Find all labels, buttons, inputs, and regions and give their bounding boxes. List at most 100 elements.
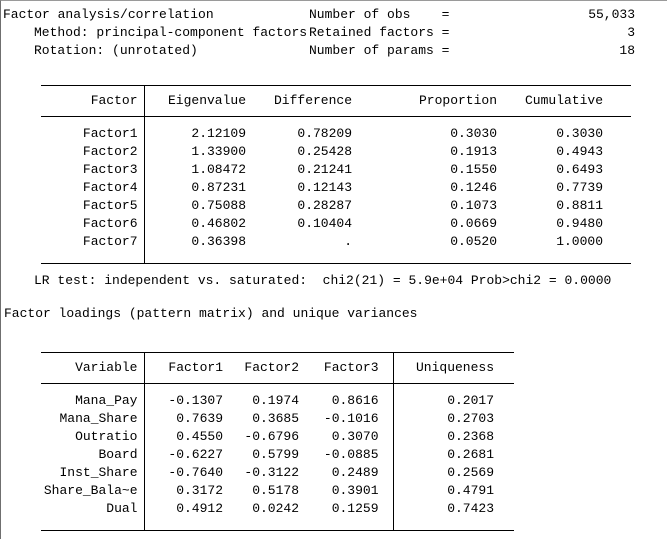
analysis-title: Factor analysis/correlation <box>3 7 214 22</box>
table-cell: 0.1246 <box>450 180 497 195</box>
table-cell: 0.28287 <box>297 198 352 213</box>
eigenvalue-table: Factor Eigenvalue Difference Proportion … <box>41 85 631 264</box>
table-cell: 0.75088 <box>191 198 246 213</box>
table-cell: -0.0885 <box>305 446 394 464</box>
stat-obs-label: Number of obs = <box>309 7 450 22</box>
table-cell: 0.2569 <box>447 465 494 480</box>
table-cell: 0.9480 <box>556 216 603 231</box>
table-row: Factor1 2.12109 0.78209 0.3030 0.3030 <box>41 116 631 143</box>
table-cell: 0.0242 <box>252 501 299 516</box>
column-header-cumulative: Cumulative <box>499 85 631 117</box>
column-header-factor1: Factor1 <box>144 352 229 384</box>
table-cell: Mana_Pay <box>41 383 145 410</box>
table-cell: Board <box>41 446 145 464</box>
table-cell: Dual <box>41 500 145 531</box>
table-cell: 1.08472 <box>191 162 246 177</box>
table-row: Factor2 1.33900 0.25428 0.1913 0.4943 <box>41 143 631 161</box>
table-cell: Factor7 <box>41 233 145 264</box>
table-cell: 0.3172 <box>176 483 223 498</box>
table-cell: Factor1 <box>41 116 145 143</box>
table-cell: Factor6 <box>41 215 145 233</box>
table-cell: Factor3 <box>41 161 145 179</box>
table-cell: 0.7739 <box>556 180 603 195</box>
table-cell: 0.12143 <box>297 180 352 195</box>
stat-params-value: 18 <box>619 43 635 58</box>
eigenvalue-table-body: Factor1 2.12109 0.78209 0.3030 0.3030 Factor2… <box>41 116 631 264</box>
eigenvalue-table-header-row: Factor Eigenvalue Difference Proportion … <box>41 85 631 117</box>
table-cell: . <box>344 234 352 249</box>
stat-retained: Retained factors = 3 <box>309 24 635 42</box>
table-cell: 0.7423 <box>447 501 494 516</box>
table-cell: 0.78209 <box>297 126 352 141</box>
table-cell: 0.3070 <box>305 428 394 446</box>
table-cell: 0.36398 <box>191 234 246 249</box>
table-row: Factor7 0.36398. 0.0520 1.0000 <box>41 233 631 264</box>
column-header-factor2: Factor2 <box>229 352 305 384</box>
header-row: Rotation: (unrotated) Number of params =… <box>3 42 667 60</box>
table-cell: 0.0669 <box>450 216 497 231</box>
loadings-title: Factor loadings (pattern matrix) and uni… <box>4 306 418 321</box>
header-block: Factor analysis/correlation Number of ob… <box>3 6 667 60</box>
table-cell: Factor4 <box>41 179 145 197</box>
table-cell: 0.10404 <box>297 216 352 231</box>
table-cell: Factor2 <box>41 143 145 161</box>
table-cell: 0.7639 <box>176 411 223 426</box>
table-row: Share_Bala~e 0.3172 0.5178 0.3901 0.4791 <box>41 482 514 500</box>
table-row: Factor5 0.75088 0.28287 0.1073 0.8811 <box>41 197 631 215</box>
table-cell: -0.1016 <box>305 410 394 428</box>
column-header-variable: Variable <box>41 352 145 384</box>
factor-loadings-table: Variable Factor1 Factor2 Factor3 Uniquen… <box>41 352 514 531</box>
table-cell: 0.3685 <box>252 411 299 426</box>
table-row: Inst_Share -0.7640 -0.3122 0.2489 0.2569 <box>41 464 514 482</box>
table-row: Board -0.6227 0.5799 -0.0885 0.2681 <box>41 446 514 464</box>
table-cell: -0.6227 <box>168 447 223 462</box>
table-cell: 1.33900 <box>191 144 246 159</box>
table-cell: 0.46802 <box>191 216 246 231</box>
table-cell: 0.1974 <box>252 393 299 408</box>
column-header-factor3: Factor3 <box>305 352 394 384</box>
table-cell: -0.1307 <box>168 393 223 408</box>
table-cell: 0.5178 <box>252 483 299 498</box>
table-cell: 0.3901 <box>305 482 394 500</box>
table-cell: 0.2703 <box>447 411 494 426</box>
table-cell: 0.87231 <box>191 180 246 195</box>
table-cell: 1.0000 <box>556 234 603 249</box>
table-cell: Inst_Share <box>41 464 145 482</box>
table-row: Factor6 0.46802 0.10404 0.0669 0.9480 <box>41 215 631 233</box>
column-header-proportion: Proportion <box>354 85 499 117</box>
table-cell: -0.3122 <box>244 465 299 480</box>
column-header-difference: Difference <box>248 85 354 117</box>
table-cell: -0.6796 <box>244 429 299 444</box>
table-row: Outratio 0.4550 -0.6796 0.3070 0.2368 <box>41 428 514 446</box>
column-header-eigenvalue: Eigenvalue <box>144 85 248 117</box>
table-row: Mana_Pay -0.1307 0.1974 0.8616 0.2017 <box>41 383 514 410</box>
stat-params-label: Number of params = <box>309 43 450 58</box>
table-cell: Share_Bala~e <box>41 482 145 500</box>
table-cell: 0.8811 <box>556 198 603 213</box>
table-cell: 0.2017 <box>447 393 494 408</box>
table-row: Mana_Share 0.7639 0.3685 -0.1016 0.2703 <box>41 410 514 428</box>
header-row: Method: principal-component factors Reta… <box>3 24 667 42</box>
table-cell: 0.25428 <box>297 144 352 159</box>
table-cell: 0.8616 <box>305 383 394 410</box>
table-cell: Factor5 <box>41 197 145 215</box>
table-cell: 0.4550 <box>176 429 223 444</box>
loadings-table-header-row: Variable Factor1 Factor2 Factor3 Uniquen… <box>41 352 514 384</box>
table-cell: -0.7640 <box>168 465 223 480</box>
table-cell: 0.4791 <box>447 483 494 498</box>
table-cell: 0.21241 <box>297 162 352 177</box>
table-row: Dual 0.4912 0.0242 0.1259 0.7423 <box>41 500 514 531</box>
table-row: Factor4 0.87231 0.12143 0.1246 0.7739 <box>41 179 631 197</box>
table-cell: 0.2489 <box>305 464 394 482</box>
table-cell: 0.2681 <box>447 447 494 462</box>
table-cell: Outratio <box>41 428 145 446</box>
method-line: Method: principal-component factors <box>34 25 308 40</box>
table-cell: 0.1259 <box>305 500 394 531</box>
column-header-factor: Factor <box>41 85 145 117</box>
rotation-line: Rotation: (unrotated) <box>34 43 198 58</box>
table-cell: 0.3030 <box>556 126 603 141</box>
table-cell: 0.4912 <box>176 501 223 516</box>
header-row: Factor analysis/correlation Number of ob… <box>3 6 667 24</box>
table-cell: 0.5799 <box>252 447 299 462</box>
